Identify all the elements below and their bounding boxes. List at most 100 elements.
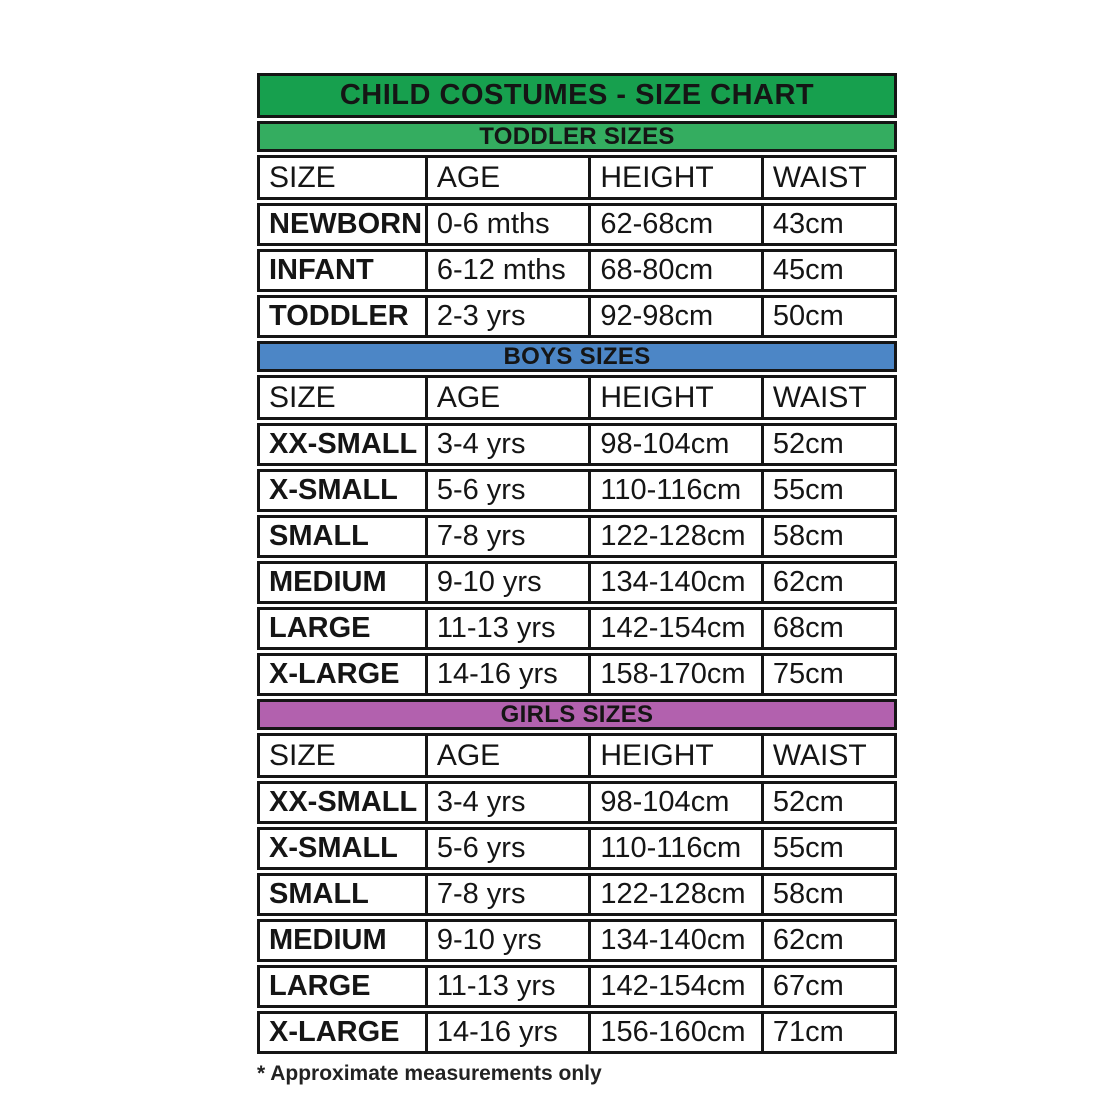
- section-label: GIRLS SIZES: [500, 700, 654, 728]
- section-band-girls: GIRLS SIZES: [257, 699, 897, 730]
- column-header-row: SIZE AGE HEIGHT WAIST: [257, 155, 897, 200]
- table-row: SMALL 7-8 yrs 122-128cm 58cm: [257, 515, 897, 558]
- table-row: SMALL 7-8 yrs 122-128cm 58cm: [257, 873, 897, 916]
- cell-size: MEDIUM: [269, 566, 387, 598]
- table-row: TODDLER 2-3 yrs 92-98cm 50cm: [257, 295, 897, 338]
- cell-size: SMALL: [269, 878, 369, 910]
- cell-age: 6-12 mths: [424, 252, 589, 289]
- cell-waist: 67cm: [760, 968, 894, 1005]
- column-header-waist: WAIST: [760, 378, 894, 417]
- column-header-waist: WAIST: [760, 736, 894, 775]
- section-band-toddler: TODDLER SIZES: [257, 121, 897, 152]
- cell-height: 92-98cm: [588, 298, 760, 335]
- table-row: MEDIUM 9-10 yrs 134-140cm 62cm: [257, 561, 897, 604]
- table-row: INFANT 6-12 mths 68-80cm 45cm: [257, 249, 897, 292]
- chart-title: CHILD COSTUMES - SIZE CHART: [339, 79, 815, 111]
- cell-height: 158-170cm: [588, 656, 760, 693]
- column-header-waist: WAIST: [760, 158, 894, 197]
- cell-height: 122-128cm: [588, 518, 760, 555]
- table-row: MEDIUM 9-10 yrs 134-140cm 62cm: [257, 919, 897, 962]
- section-label: TODDLER SIZES: [479, 122, 675, 150]
- column-header-age: AGE: [424, 736, 589, 775]
- cell-height: 122-128cm: [588, 876, 760, 913]
- cell-size: X-SMALL: [269, 832, 398, 864]
- cell-waist: 52cm: [760, 426, 894, 463]
- cell-age: 7-8 yrs: [424, 518, 589, 555]
- cell-age: 9-10 yrs: [424, 564, 589, 601]
- cell-height: 110-116cm: [588, 472, 760, 509]
- column-header-size: SIZE: [269, 738, 336, 772]
- cell-height: 68-80cm: [588, 252, 760, 289]
- cell-waist: 62cm: [760, 922, 894, 959]
- cell-size: NEWBORN: [269, 208, 423, 240]
- table-row: LARGE 11-13 yrs 142-154cm 68cm: [257, 607, 897, 650]
- chart-title-bar: CHILD COSTUMES - SIZE CHART: [257, 73, 897, 118]
- cell-age: 5-6 yrs: [424, 472, 589, 509]
- cell-age: 9-10 yrs: [424, 922, 589, 959]
- column-header-row: SIZE AGE HEIGHT WAIST: [257, 375, 897, 420]
- cell-waist: 52cm: [760, 784, 894, 821]
- cell-waist: 55cm: [760, 472, 894, 509]
- cell-waist: 58cm: [760, 876, 894, 913]
- cell-size: SMALL: [269, 520, 369, 552]
- cell-height: 62-68cm: [588, 206, 760, 243]
- cell-size: LARGE: [269, 612, 371, 644]
- cell-height: 134-140cm: [588, 564, 760, 601]
- cell-size: XX-SMALL: [269, 786, 418, 818]
- cell-size: X-LARGE: [269, 658, 400, 690]
- cell-size: TODDLER: [269, 300, 409, 332]
- cell-size: MEDIUM: [269, 924, 387, 956]
- cell-height: 98-104cm: [588, 426, 760, 463]
- cell-height: 98-104cm: [588, 784, 760, 821]
- cell-age: 11-13 yrs: [424, 968, 589, 1005]
- column-header-size: SIZE: [269, 160, 336, 194]
- cell-age: 2-3 yrs: [424, 298, 589, 335]
- table-row: X-LARGE 14-16 yrs 156-160cm 71cm: [257, 1011, 897, 1054]
- cell-age: 7-8 yrs: [424, 876, 589, 913]
- table-row: X-LARGE 14-16 yrs 158-170cm 75cm: [257, 653, 897, 696]
- table-row: LARGE 11-13 yrs 142-154cm 67cm: [257, 965, 897, 1008]
- cell-size: XX-SMALL: [269, 428, 418, 460]
- size-chart-table: CHILD COSTUMES - SIZE CHART TODDLER SIZE…: [257, 73, 897, 1057]
- cell-size: INFANT: [269, 254, 374, 286]
- table-row: XX-SMALL 3-4 yrs 98-104cm 52cm: [257, 423, 897, 466]
- cell-waist: 71cm: [760, 1014, 894, 1051]
- cell-age: 5-6 yrs: [424, 830, 589, 867]
- cell-waist: 75cm: [760, 656, 894, 693]
- column-header-row: SIZE AGE HEIGHT WAIST: [257, 733, 897, 778]
- column-header-age: AGE: [424, 378, 589, 417]
- cell-size: X-SMALL: [269, 474, 398, 506]
- column-header-height: HEIGHT: [588, 378, 760, 417]
- table-row: XX-SMALL 3-4 yrs 98-104cm 52cm: [257, 781, 897, 824]
- cell-size: LARGE: [269, 970, 371, 1002]
- cell-age: 14-16 yrs: [424, 1014, 589, 1051]
- cell-waist: 50cm: [760, 298, 894, 335]
- section-band-boys: BOYS SIZES: [257, 341, 897, 372]
- cell-waist: 43cm: [760, 206, 894, 243]
- cell-age: 11-13 yrs: [424, 610, 589, 647]
- column-header-height: HEIGHT: [588, 158, 760, 197]
- footnote: * Approximate measurements only: [257, 1062, 602, 1085]
- cell-height: 134-140cm: [588, 922, 760, 959]
- cell-waist: 68cm: [760, 610, 894, 647]
- cell-waist: 55cm: [760, 830, 894, 867]
- cell-age: 14-16 yrs: [424, 656, 589, 693]
- cell-size: X-LARGE: [269, 1016, 400, 1048]
- table-row: NEWBORN 0-6 mths 62-68cm 43cm: [257, 203, 897, 246]
- cell-age: 3-4 yrs: [424, 426, 589, 463]
- cell-height: 156-160cm: [588, 1014, 760, 1051]
- cell-height: 142-154cm: [588, 610, 760, 647]
- column-header-age: AGE: [424, 158, 589, 197]
- column-header-height: HEIGHT: [588, 736, 760, 775]
- cell-waist: 45cm: [760, 252, 894, 289]
- cell-waist: 62cm: [760, 564, 894, 601]
- cell-age: 3-4 yrs: [424, 784, 589, 821]
- table-row: X-SMALL 5-6 yrs 110-116cm 55cm: [257, 827, 897, 870]
- table-row: X-SMALL 5-6 yrs 110-116cm 55cm: [257, 469, 897, 512]
- section-label: BOYS SIZES: [503, 342, 651, 370]
- cell-height: 110-116cm: [588, 830, 760, 867]
- column-header-size: SIZE: [269, 380, 336, 414]
- cell-waist: 58cm: [760, 518, 894, 555]
- cell-age: 0-6 mths: [424, 206, 589, 243]
- cell-height: 142-154cm: [588, 968, 760, 1005]
